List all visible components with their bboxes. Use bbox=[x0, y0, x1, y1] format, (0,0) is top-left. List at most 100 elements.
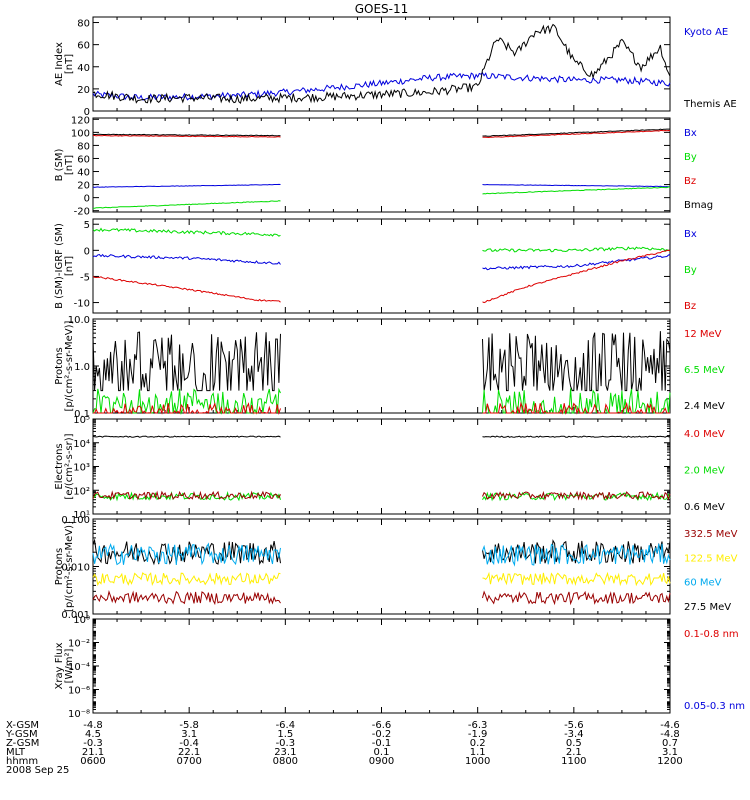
xaxis-row-value: 0.5 bbox=[566, 738, 582, 749]
y-tick-label: 0.100 bbox=[61, 515, 90, 526]
xaxis-row-label: hhmm bbox=[6, 756, 38, 767]
legend-label: 60 MeV bbox=[684, 578, 722, 589]
series-line-bmag bbox=[482, 128, 670, 137]
y-tick-label: -5 bbox=[80, 272, 90, 283]
y-tick-label: 10.0 bbox=[68, 315, 90, 326]
series-line-bz bbox=[482, 249, 671, 304]
xaxis-row-value: -3.4 bbox=[564, 729, 584, 740]
series-line-12-mev bbox=[482, 401, 670, 415]
series-line-60-mev bbox=[482, 543, 671, 567]
legend-label: 2.4 MeV bbox=[684, 401, 725, 412]
xaxis-row-value: -6.4 bbox=[276, 720, 296, 731]
y-tick-label: 10⁻⁸ bbox=[68, 709, 90, 720]
xaxis-row-value: 1.1 bbox=[470, 747, 486, 758]
xaxis-row-value: 22.1 bbox=[178, 747, 200, 758]
y-tick-label: 120 bbox=[71, 115, 90, 126]
y-tick-label: 10¹ bbox=[73, 510, 90, 521]
y-tick-label: 0 bbox=[84, 246, 90, 257]
series-line-6-5-mev bbox=[92, 387, 281, 415]
xaxis-row-value: 4.5 bbox=[85, 729, 101, 740]
series-line-4-0-mev bbox=[482, 490, 671, 501]
legend-label: Bz bbox=[684, 176, 696, 187]
y-axis-unit: [p/(cm²-s-sr-MeV)] bbox=[64, 320, 75, 411]
y-tick-label: 5 bbox=[84, 220, 90, 231]
y-tick-label: 60 bbox=[77, 154, 90, 165]
xaxis-row-value: -0.1 bbox=[372, 738, 392, 749]
xaxis-row-value: 0700 bbox=[176, 756, 201, 767]
panel-frame bbox=[92, 318, 671, 414]
xaxis-row-value: -5.8 bbox=[179, 720, 199, 731]
xaxis-row-value: 21.1 bbox=[82, 747, 104, 758]
series-line-122-5-mev bbox=[92, 572, 281, 587]
chart-title: GOES-11 bbox=[355, 2, 409, 16]
series-line-2-0-mev bbox=[92, 491, 281, 502]
y-tick-label: 10² bbox=[73, 486, 90, 497]
series-line-122-5-mev bbox=[482, 571, 671, 587]
panel-frame bbox=[92, 618, 671, 714]
series-line-6-5-mev bbox=[482, 388, 671, 415]
y-tick-label: 60 bbox=[77, 41, 90, 52]
series-line-by bbox=[482, 186, 670, 195]
y-tick-label: 40 bbox=[77, 63, 90, 74]
series-line-bz bbox=[482, 129, 671, 139]
legend-label: 27.5 MeV bbox=[684, 602, 731, 613]
series-line-bz bbox=[92, 275, 281, 303]
y-axis-unit: [nT] bbox=[64, 54, 75, 74]
y-axis-label: Protons bbox=[54, 347, 65, 384]
series-line-by bbox=[92, 227, 281, 237]
y-tick-label: 0.001 bbox=[61, 610, 90, 621]
xaxis-row-value: 1000 bbox=[465, 756, 490, 767]
xaxis-row-value: 1200 bbox=[657, 756, 682, 767]
xaxis-row-value: 0.1 bbox=[374, 747, 390, 758]
y-axis-unit: [W/m²] bbox=[64, 648, 75, 683]
legend-label: By bbox=[684, 265, 697, 276]
xaxis-row-label: Z-GSM bbox=[6, 738, 39, 749]
y-tick-label: 10⁴ bbox=[73, 439, 90, 450]
y-axis-label: B (SM) bbox=[54, 148, 65, 181]
y-axis-label: Electrons bbox=[54, 443, 65, 489]
series-line-332-5-mev bbox=[482, 590, 671, 606]
series-line-2-4-mev bbox=[92, 331, 281, 392]
xaxis-row-value: -4.8 bbox=[83, 720, 103, 731]
legend-label: 332.5 MeV bbox=[684, 529, 738, 540]
series-line-bx bbox=[92, 253, 281, 265]
series-line-0-6-mev bbox=[92, 435, 281, 438]
y-tick-label: 1.0 bbox=[74, 362, 90, 373]
legend-label: Bz bbox=[684, 301, 696, 312]
xaxis-row-value: 3.1 bbox=[662, 747, 678, 758]
xaxis-row-label: MLT bbox=[6, 747, 26, 758]
legend-label: Bmag bbox=[684, 200, 713, 211]
y-tick-label: 100 bbox=[71, 128, 90, 139]
legend-label: 12 MeV bbox=[684, 329, 722, 340]
y-tick-label: 10⁻⁶ bbox=[68, 686, 90, 697]
legend-label: Kyoto AE bbox=[684, 27, 728, 38]
y-tick-label: 10⁻² bbox=[68, 639, 90, 650]
y-tick-label: 0.1 bbox=[74, 409, 90, 420]
panel-frame bbox=[92, 418, 671, 515]
y-tick-label: 80 bbox=[77, 141, 90, 152]
y-axis-unit: [nT] bbox=[64, 155, 75, 175]
y-tick-label: 0.010 bbox=[61, 563, 90, 574]
y-tick-label: 10³ bbox=[73, 463, 90, 474]
y-tick-label: 0 bbox=[84, 194, 90, 205]
xaxis-row-value: -6.6 bbox=[372, 720, 392, 731]
series-line-kyoto-ae bbox=[92, 72, 671, 101]
xaxis-date: 2008 Sep 25 bbox=[6, 765, 69, 776]
y-tick-label: 40 bbox=[77, 168, 90, 179]
series-line-bx bbox=[482, 254, 671, 271]
y-tick-label: 20 bbox=[77, 181, 90, 192]
legend-label: Themis AE bbox=[683, 99, 737, 110]
y-axis-unit: [p/(cm²-s-sr-MeV)] bbox=[64, 521, 75, 612]
y-axis-label: Xray Flux bbox=[54, 642, 65, 689]
legend-label: 6.5 MeV bbox=[684, 365, 725, 376]
legend-label: 2.0 MeV bbox=[684, 466, 725, 477]
y-tick-label: 20 bbox=[77, 85, 90, 96]
y-tick-label: 10⁵ bbox=[73, 415, 90, 426]
y-tick-label: -20 bbox=[74, 207, 90, 218]
xaxis-row-value: -0.3 bbox=[276, 738, 296, 749]
y-axis-label: Protons bbox=[54, 548, 65, 585]
xaxis-row-value: 0.7 bbox=[662, 738, 678, 749]
series-line-0-6-mev bbox=[482, 435, 671, 438]
xaxis-row-value: 1100 bbox=[561, 756, 586, 767]
xaxis-row-value: -0.3 bbox=[83, 738, 103, 749]
